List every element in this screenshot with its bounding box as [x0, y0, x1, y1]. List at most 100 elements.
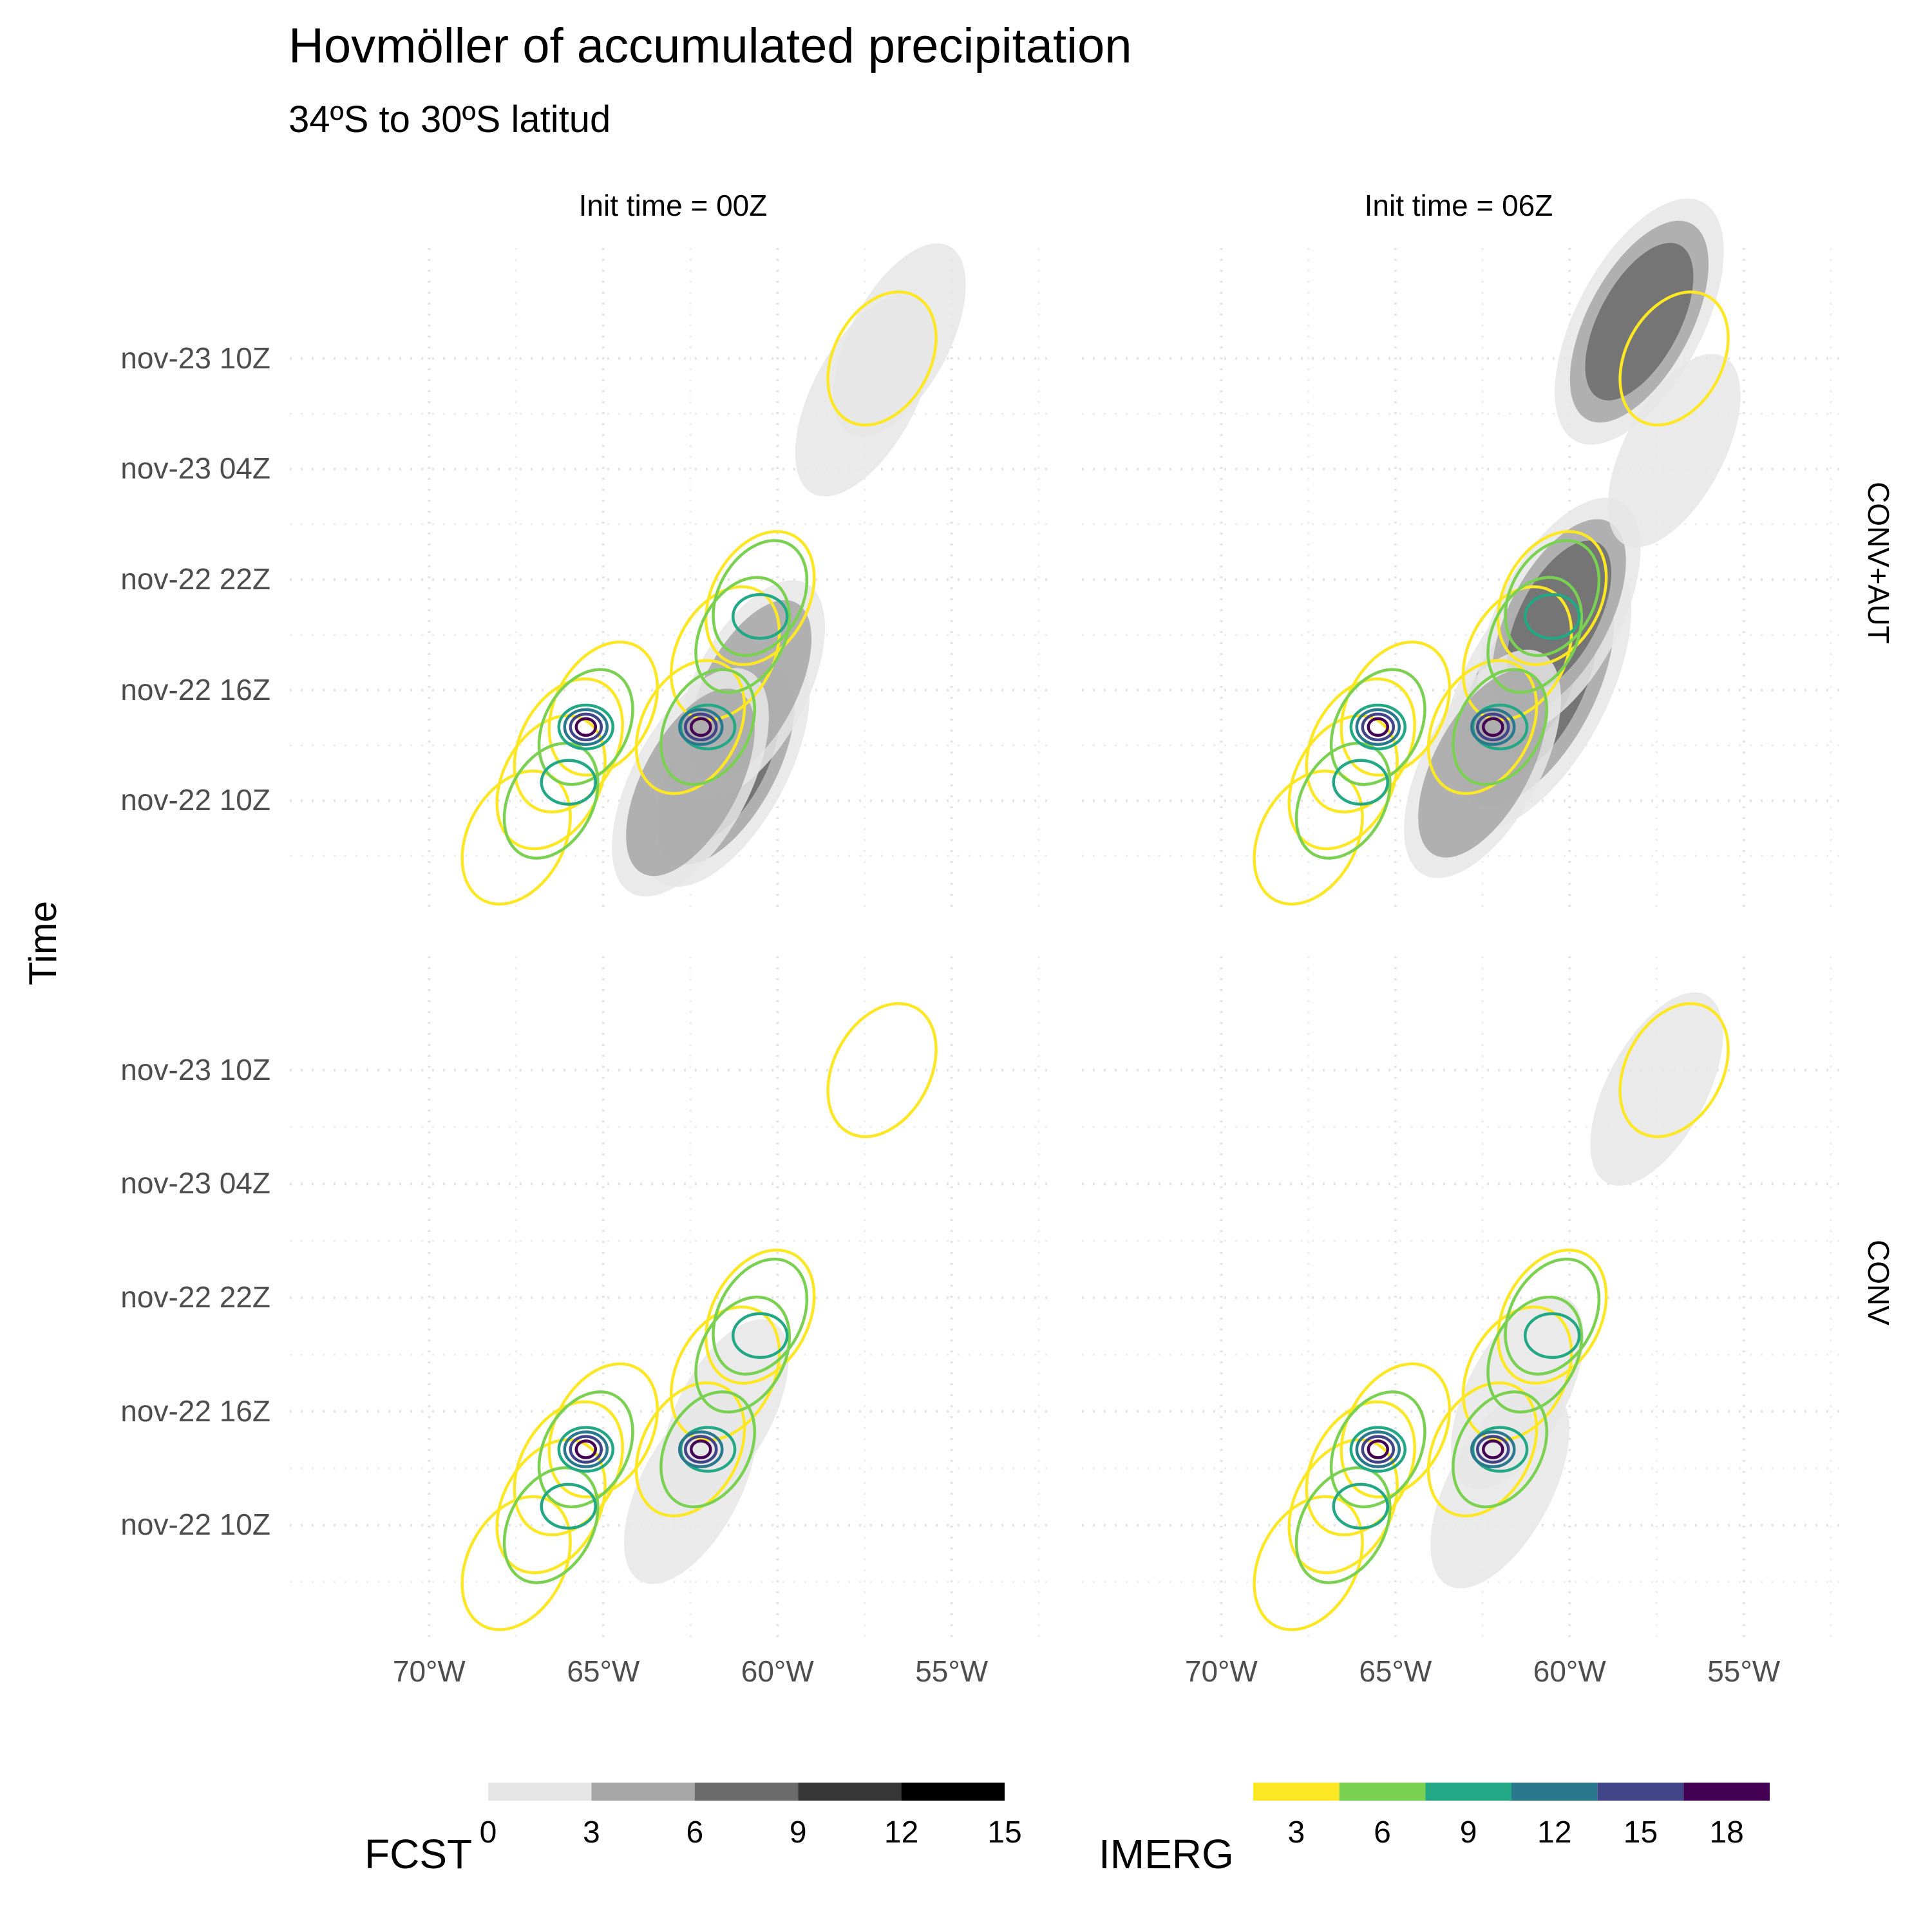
imerg-contour-3 [495, 714, 607, 851]
legend-fcst-title: FCST [365, 1831, 473, 1877]
imerg-contour-9 [1332, 759, 1389, 806]
y-tick-label: nov-22 10Z [120, 1508, 270, 1542]
imerg-contour-3 [1497, 1248, 1608, 1385]
imerg-contour-3 [1287, 1438, 1399, 1575]
imerg-contour-3 [1618, 1002, 1730, 1139]
imerg-contour-3 [460, 1495, 572, 1631]
imerg-contour-12 [1355, 708, 1401, 746]
imerg-contour-6 [1486, 576, 1584, 694]
imerg-contour-3 [634, 1381, 746, 1518]
imerg-contour-18 [1482, 1439, 1504, 1459]
imerg-contour-6 [694, 576, 791, 694]
imerg-contour-3 [669, 1305, 781, 1442]
imerg-contour-9 [557, 703, 615, 751]
imerg-contour-9 [1523, 1312, 1581, 1359]
imerg-contour-6 [659, 668, 757, 786]
legend-tick-label: 3 [583, 1815, 600, 1850]
y-tick-label: nov-23 10Z [120, 1052, 270, 1086]
imerg-contour-18 [1367, 1439, 1390, 1459]
imerg-contour-3 [547, 1362, 659, 1499]
imerg-contour-3 [1253, 1495, 1364, 1631]
imerg-contour-3 [1426, 659, 1539, 795]
panel-3 [1082, 956, 1848, 1639]
imerg-contour-6 [1294, 1466, 1392, 1584]
y-tick-label: nov-23 04Z [120, 1166, 270, 1200]
imerg-contour-15 [569, 1435, 603, 1464]
legend-swatch [798, 1783, 902, 1801]
legend-tick-label: 15 [1623, 1815, 1658, 1850]
imerg-contour-9 [557, 1426, 615, 1473]
imerg-contour-15 [684, 712, 718, 742]
legend-tick-label: 12 [1537, 1815, 1572, 1850]
imerg-contour-15 [569, 712, 603, 742]
imerg-contour-18 [1482, 717, 1504, 737]
imerg-contour-3 [1340, 1362, 1452, 1499]
imerg-contour-12 [678, 1430, 724, 1468]
x-tick-label: 55°W [915, 1654, 989, 1688]
strip-row-conv-aut: CONV+AUT [1862, 482, 1895, 644]
imerg-contour-18 [1367, 717, 1390, 737]
x-tick-label: 70°W [392, 1654, 466, 1688]
x-tick-label: 55°W [1707, 1654, 1781, 1688]
imerg-contour-15 [1476, 712, 1510, 742]
legend-tick-label: 9 [789, 1815, 807, 1850]
legend-tick-label: 0 [479, 1815, 497, 1850]
imerg-contour-6 [659, 1390, 757, 1509]
imerg-contour-3 [634, 659, 746, 795]
imerg-contour-9 [1349, 1426, 1407, 1473]
legend-tick-label: 3 [1287, 1815, 1305, 1850]
chart-title: Hovmöller of accumulated precipitation [289, 19, 1132, 73]
legend-tick-label: 18 [1709, 1815, 1744, 1850]
imerg-contour-3 [705, 1248, 816, 1385]
x-tick-label: 60°W [1533, 1654, 1606, 1688]
x-tick-label: 65°W [1359, 1654, 1432, 1688]
imerg-contour-18 [690, 1439, 712, 1459]
legend-tick-label: 9 [1459, 1815, 1477, 1850]
strip-col-00z: Init time = 00Z [578, 189, 768, 222]
chart-subtitle: 34ºS to 30ºS latitud [289, 99, 611, 140]
imerg-contour-6 [1294, 741, 1392, 860]
legend-tick-label: 6 [1374, 1815, 1391, 1850]
y-tick-label: nov-23 04Z [120, 451, 270, 486]
imerg-contour-6 [537, 668, 634, 786]
imerg-contour-12 [563, 1430, 609, 1468]
imerg-contour-3 [495, 1438, 607, 1575]
y-tick-label: nov-22 22Z [120, 1280, 270, 1314]
panel-1 [1082, 198, 1848, 911]
imerg-contour-15 [684, 1435, 718, 1464]
imerg-contour-6 [1504, 1257, 1601, 1376]
legend-tick-label: 6 [686, 1815, 704, 1850]
legend-swatch [591, 1783, 695, 1801]
legend-swatch [1425, 1783, 1511, 1801]
imerg-contour-6 [502, 741, 600, 860]
legend-swatch [1511, 1783, 1598, 1801]
fcst-blob [1607, 354, 1741, 547]
imerg-contour-18 [690, 717, 712, 737]
fcst-blob [626, 688, 755, 876]
imerg-contour-9 [540, 1482, 597, 1530]
legend-swatch [488, 1783, 592, 1801]
panel-0 [290, 243, 1056, 911]
y-tick-label: nov-22 16Z [120, 672, 270, 706]
imerg-contour-3 [1340, 640, 1452, 777]
imerg-contour-6 [694, 1295, 791, 1414]
imerg-contour-6 [1329, 1390, 1426, 1509]
imerg-contour-12 [1470, 708, 1516, 746]
imerg-contour-12 [678, 708, 724, 746]
imerg-contour-3 [1287, 714, 1399, 851]
imerg-contour-3 [826, 1002, 938, 1139]
legend-swatch [901, 1783, 1005, 1801]
legend-tick-label: 15 [987, 1815, 1022, 1850]
y-tick-label: nov-23 10Z [120, 341, 270, 375]
legend-swatch [1597, 1783, 1684, 1801]
fcst-blob [1590, 992, 1723, 1186]
imerg-contour-3 [1461, 1305, 1573, 1442]
y-tick-label: nov-22 22Z [120, 562, 270, 596]
imerg-contour-9 [540, 759, 597, 806]
imerg-contour-12 [1355, 1430, 1401, 1468]
imerg-contour-6 [1452, 1390, 1549, 1509]
imerg-contour-3 [547, 640, 659, 777]
imerg-contour-9 [731, 592, 789, 640]
imerg-contour-6 [712, 1257, 809, 1376]
